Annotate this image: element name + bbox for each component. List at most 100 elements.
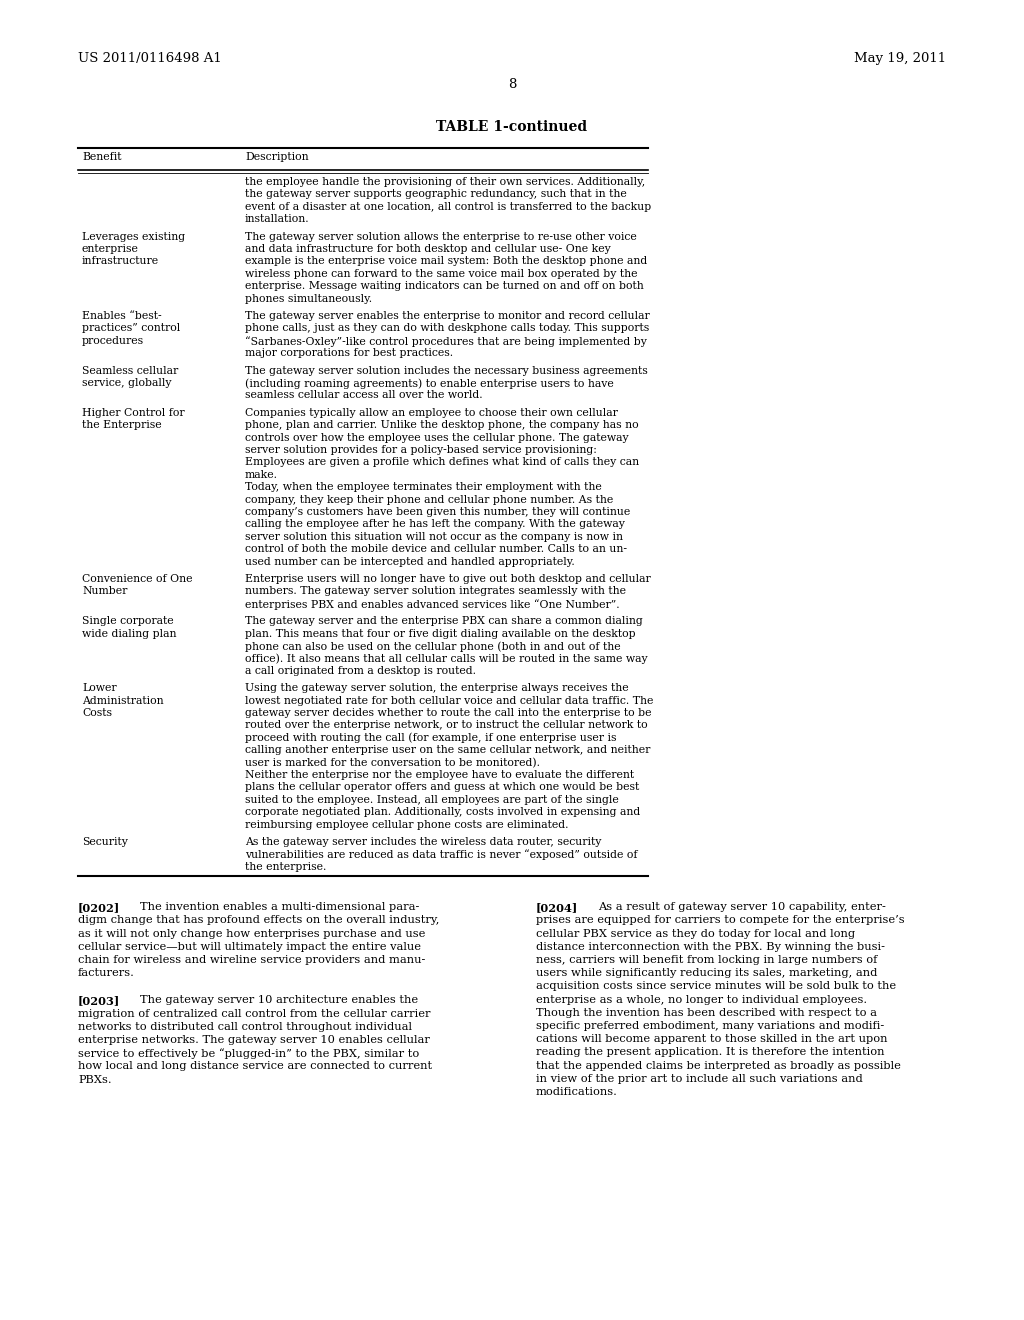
Text: enterprise as a whole, no longer to individual employees.: enterprise as a whole, no longer to indi… xyxy=(536,994,867,1005)
Text: cations will become apparent to those skilled in the art upon: cations will become apparent to those sk… xyxy=(536,1034,888,1044)
Text: cellular PBX service as they do today for local and long: cellular PBX service as they do today fo… xyxy=(536,928,855,939)
Text: PBXs.: PBXs. xyxy=(78,1074,112,1085)
Text: reading the present application. It is therefore the intention: reading the present application. It is t… xyxy=(536,1047,885,1057)
Text: enterprise. Message waiting indicators can be turned on and off on both: enterprise. Message waiting indicators c… xyxy=(245,281,644,292)
Text: Enterprise users will no longer have to give out both desktop and cellular: Enterprise users will no longer have to … xyxy=(245,574,650,583)
Text: calling the employee after he has left the company. With the gateway: calling the employee after he has left t… xyxy=(245,519,625,529)
Text: Enables “best-: Enables “best- xyxy=(82,312,162,321)
Text: service, globally: service, globally xyxy=(82,378,171,388)
Text: event of a disaster at one location, all control is transferred to the backup: event of a disaster at one location, all… xyxy=(245,202,651,211)
Text: example is the enterprise voice mail system: Both the desktop phone and: example is the enterprise voice mail sys… xyxy=(245,256,647,267)
Text: chain for wireless and wireline service providers and manu-: chain for wireless and wireline service … xyxy=(78,954,425,965)
Text: The gateway server and the enterprise PBX can share a common dialing: The gateway server and the enterprise PB… xyxy=(245,616,643,626)
Text: ness, carriers will benefit from locking in large numbers of: ness, carriers will benefit from locking… xyxy=(536,954,878,965)
Text: The invention enables a multi-dimensional para-: The invention enables a multi-dimensiona… xyxy=(140,902,420,912)
Text: reimbursing employee cellular phone costs are eliminated.: reimbursing employee cellular phone cost… xyxy=(245,820,568,829)
Text: corporate negotiated plan. Additionally, costs involved in expensing and: corporate negotiated plan. Additionally,… xyxy=(245,808,640,817)
Text: facturers.: facturers. xyxy=(78,968,135,978)
Text: practices” control: practices” control xyxy=(82,323,180,334)
Text: enterprises PBX and enables advanced services like “One Number”.: enterprises PBX and enables advanced ser… xyxy=(245,599,620,610)
Text: office). It also means that all cellular calls will be routed in the same way: office). It also means that all cellular… xyxy=(245,653,647,664)
Text: the enterprise.: the enterprise. xyxy=(245,862,327,871)
Text: control of both the mobile device and cellular number. Calls to an un-: control of both the mobile device and ce… xyxy=(245,544,627,554)
Text: The gateway server enables the enterprise to monitor and record cellular: The gateway server enables the enterpris… xyxy=(245,312,650,321)
Text: Employees are given a profile which defines what kind of calls they can: Employees are given a profile which defi… xyxy=(245,458,639,467)
Text: modifications.: modifications. xyxy=(536,1086,617,1097)
Text: routed over the enterprise network, or to instruct the cellular network to: routed over the enterprise network, or t… xyxy=(245,721,647,730)
Text: phones simultaneously.: phones simultaneously. xyxy=(245,293,372,304)
Text: Though the invention has been described with respect to a: Though the invention has been described … xyxy=(536,1007,877,1018)
Text: company, they keep their phone and cellular phone number. As the: company, they keep their phone and cellu… xyxy=(245,495,613,504)
Text: The gateway server solution includes the necessary business agreements: The gateway server solution includes the… xyxy=(245,366,648,376)
Text: networks to distributed call control throughout individual: networks to distributed call control thr… xyxy=(78,1022,412,1032)
Text: Number: Number xyxy=(82,586,127,597)
Text: suited to the employee. Instead, all employees are part of the single: suited to the employee. Instead, all emp… xyxy=(245,795,618,805)
Text: Using the gateway server solution, the enterprise always receives the: Using the gateway server solution, the e… xyxy=(245,684,629,693)
Text: controls over how the employee uses the cellular phone. The gateway: controls over how the employee uses the … xyxy=(245,433,629,442)
Text: digm change that has profound effects on the overall industry,: digm change that has profound effects on… xyxy=(78,915,439,925)
Text: Lower: Lower xyxy=(82,684,117,693)
Text: As a result of gateway server 10 capability, enter-: As a result of gateway server 10 capabil… xyxy=(598,902,886,912)
Text: The gateway server 10 architecture enables the: The gateway server 10 architecture enabl… xyxy=(140,995,418,1006)
Text: phone calls, just as they can do with deskphone calls today. This supports: phone calls, just as they can do with de… xyxy=(245,323,649,334)
Text: the gateway server supports geographic redundancy, such that in the: the gateway server supports geographic r… xyxy=(245,189,627,199)
Text: used number can be intercepted and handled appropriately.: used number can be intercepted and handl… xyxy=(245,557,574,566)
Text: 8: 8 xyxy=(508,78,516,91)
Text: gateway server decides whether to route the call into the enterprise to be: gateway server decides whether to route … xyxy=(245,708,651,718)
Text: Today, when the employee terminates their employment with the: Today, when the employee terminates thei… xyxy=(245,482,602,492)
Text: seamless cellular access all over the world.: seamless cellular access all over the wo… xyxy=(245,391,482,400)
Text: cellular service—but will ultimately impact the entire value: cellular service—but will ultimately imp… xyxy=(78,941,421,952)
Text: make.: make. xyxy=(245,470,278,479)
Text: plans the cellular operator offers and guess at which one would be best: plans the cellular operator offers and g… xyxy=(245,783,639,792)
Text: how local and long distance service are connected to current: how local and long distance service are … xyxy=(78,1061,432,1072)
Text: Single corporate: Single corporate xyxy=(82,616,174,626)
Text: (including roaming agreements) to enable enterprise users to have: (including roaming agreements) to enable… xyxy=(245,378,613,388)
Text: Costs: Costs xyxy=(82,708,112,718)
Text: in view of the prior art to include all such variations and: in view of the prior art to include all … xyxy=(536,1073,863,1084)
Text: Seamless cellular: Seamless cellular xyxy=(82,366,178,376)
Text: distance interconnection with the PBX. By winning the busi-: distance interconnection with the PBX. B… xyxy=(536,941,885,952)
Text: [0203]: [0203] xyxy=(78,995,120,1006)
Text: [0202]: [0202] xyxy=(78,902,120,913)
Text: wide dialing plan: wide dialing plan xyxy=(82,628,176,639)
Text: wireless phone can forward to the same voice mail box operated by the: wireless phone can forward to the same v… xyxy=(245,269,638,279)
Text: May 19, 2011: May 19, 2011 xyxy=(854,51,946,65)
Text: [0204]: [0204] xyxy=(536,902,579,913)
Text: migration of centralized call control from the cellular carrier: migration of centralized call control fr… xyxy=(78,1008,430,1019)
Text: the Enterprise: the Enterprise xyxy=(82,420,162,430)
Text: Security: Security xyxy=(82,837,128,847)
Text: proceed with routing the call (for example, if one enterprise user is: proceed with routing the call (for examp… xyxy=(245,733,616,743)
Text: phone, plan and carrier. Unlike the desktop phone, the company has no: phone, plan and carrier. Unlike the desk… xyxy=(245,420,639,430)
Text: phone can also be used on the cellular phone (both in and out of the: phone can also be used on the cellular p… xyxy=(245,642,621,652)
Text: server solution provides for a policy-based service provisioning:: server solution provides for a policy-ba… xyxy=(245,445,597,455)
Text: calling another enterprise user on the same cellular network, and neither: calling another enterprise user on the s… xyxy=(245,746,650,755)
Text: and data infrastructure for both desktop and cellular use- One key: and data infrastructure for both desktop… xyxy=(245,244,610,253)
Text: Benefit: Benefit xyxy=(82,152,122,162)
Text: specific preferred embodiment, many variations and modifi-: specific preferred embodiment, many vari… xyxy=(536,1020,885,1031)
Text: a call originated from a desktop is routed.: a call originated from a desktop is rout… xyxy=(245,665,476,676)
Text: enterprise networks. The gateway server 10 enables cellular: enterprise networks. The gateway server … xyxy=(78,1035,430,1045)
Text: Description: Description xyxy=(245,152,308,162)
Text: the employee handle the provisioning of their own services. Additionally,: the employee handle the provisioning of … xyxy=(245,177,645,187)
Text: Companies typically allow an employee to choose their own cellular: Companies typically allow an employee to… xyxy=(245,408,617,418)
Text: The gateway server solution allows the enterprise to re-use other voice: The gateway server solution allows the e… xyxy=(245,231,637,242)
Text: Convenience of One: Convenience of One xyxy=(82,574,193,583)
Text: prises are equipped for carriers to compete for the enterprise’s: prises are equipped for carriers to comp… xyxy=(536,915,904,925)
Text: Neither the enterprise nor the employee have to evaluate the different: Neither the enterprise nor the employee … xyxy=(245,770,634,780)
Text: major corporations for best practices.: major corporations for best practices. xyxy=(245,348,454,358)
Text: procedures: procedures xyxy=(82,335,144,346)
Text: user is marked for the conversation to be monitored).: user is marked for the conversation to b… xyxy=(245,758,540,768)
Text: enterprise: enterprise xyxy=(82,244,139,253)
Text: plan. This means that four or five digit dialing available on the desktop: plan. This means that four or five digit… xyxy=(245,628,636,639)
Text: service to effectively be “plugged-in” to the PBX, similar to: service to effectively be “plugged-in” t… xyxy=(78,1048,419,1059)
Text: Higher Control for: Higher Control for xyxy=(82,408,184,418)
Text: as it will not only change how enterprises purchase and use: as it will not only change how enterpris… xyxy=(78,928,425,939)
Text: infrastructure: infrastructure xyxy=(82,256,159,267)
Text: TABLE 1-continued: TABLE 1-continued xyxy=(436,120,588,135)
Text: vulnerabilities are reduced as data traffic is never “exposed” outside of: vulnerabilities are reduced as data traf… xyxy=(245,849,638,861)
Text: numbers. The gateway server solution integrates seamlessly with the: numbers. The gateway server solution int… xyxy=(245,586,626,597)
Text: Leverages existing: Leverages existing xyxy=(82,231,185,242)
Text: installation.: installation. xyxy=(245,214,309,224)
Text: users while significantly reducing its sales, marketing, and: users while significantly reducing its s… xyxy=(536,968,878,978)
Text: company’s customers have been given this number, they will continue: company’s customers have been given this… xyxy=(245,507,630,517)
